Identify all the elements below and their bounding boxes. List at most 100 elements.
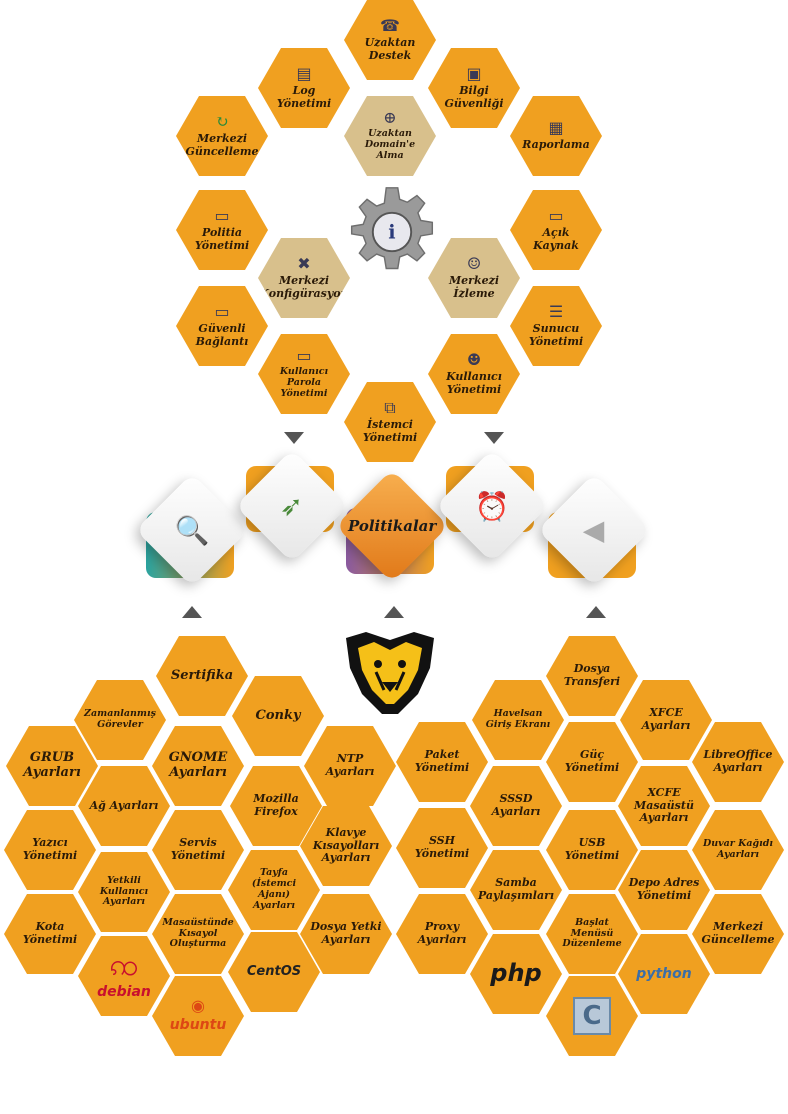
merkezi-guncelleme-top-label: Merkezi Güncelleme — [185, 131, 259, 158]
rocket-icon: ➶ — [280, 489, 304, 523]
tayfa-hex: Tayfa (İstemci Ajanı) Ayarları — [228, 850, 320, 930]
alarm-clock-icon: ⏰ — [474, 489, 510, 523]
merkezi-konfigurasyon-hex: ✖ Merkezi Konfigürasyon — [258, 238, 350, 318]
kullanici-parola-hex: ▭ Kullanıcı Parola Yönetimi — [258, 334, 350, 414]
politika-yonetimi-label: Politia Yönetimi — [194, 225, 250, 252]
havelsan-hex: Havelsan Giriş Ekranı — [472, 680, 564, 760]
xfce-masaustu-hex: XCFE Masaüstü Ayarları — [618, 766, 710, 846]
istemci-yonetimi-hex: ⧉ İstemci Yönetimi — [344, 382, 436, 462]
uzaktan-domain-hex: ⊕ Uzaktan Domain'e Alma — [344, 96, 436, 176]
merkezi-konfigurasyon-label: Merkezi Konfigürasyon — [259, 273, 349, 300]
log-yonetimi-hex: ▤ Log Yönetimi — [258, 48, 350, 128]
support-agent-icon: ☎ — [380, 15, 400, 35]
guvenli-baglanti-hex: ▭ Güvenli Bağlantı — [176, 286, 268, 366]
merkezi-guncelleme-right-label: Merkezi Güncelleme — [701, 920, 775, 946]
usb-hex: USB Yönetimi — [546, 810, 638, 890]
baslat-label: Başlat Menüsü Düzenleme — [562, 916, 622, 950]
baslat-hex: Başlat Menüsü Düzenleme — [546, 894, 638, 974]
ntp-hex: NTP Ayarları — [304, 726, 396, 806]
www-globe-icon: ⊕ — [383, 108, 397, 128]
havelsan-label: Havelsan Giriş Ekranı — [485, 708, 551, 730]
python-label: python — [636, 965, 692, 982]
sunucu-yonetimi-hex: ☰ Sunucu Yönetimi — [510, 286, 602, 366]
rewind-icon: ◀ — [583, 513, 605, 547]
conky-label: Conky — [255, 707, 301, 723]
search-tile: 🔍 — [135, 473, 249, 587]
clock-tile: ⏰ — [435, 449, 549, 563]
xfce-ayarlari-hex: XFCE Ayarları — [620, 680, 712, 760]
debian-hex: ꩡ debian — [78, 936, 170, 1016]
sertifika-hex: Sertifika — [156, 636, 248, 716]
log-yonetimi-label: Log Yönetimi — [276, 83, 332, 110]
masaustu-kisayol-hex: Masaüstünde Kısayol Oluşturma — [152, 894, 244, 974]
tools-icon: ✖ — [297, 253, 311, 273]
servis-label: Servis Yönetimi — [170, 836, 226, 862]
politikalar-tile: Politikalar — [335, 469, 449, 583]
c-lang-label: C — [573, 997, 611, 1035]
duvar-kagidi-hex: Duvar Kağıdı Ayarları — [692, 810, 784, 890]
users-icon: ☻ — [466, 349, 482, 369]
php-hex: php — [470, 934, 562, 1014]
ubuntu-label: ubuntu — [169, 1017, 227, 1034]
acik-kaynak-hex: ▭ Açık Kaynak — [510, 190, 602, 270]
gear-logo-icon: ℹ — [350, 187, 434, 270]
istemci-yonetimi-label: İstemci Yönetimi — [362, 417, 418, 444]
proxy-hex: Proxy Ayarları — [396, 894, 488, 974]
samba-hex: Samba Paylaşımları — [470, 850, 562, 930]
tayfa-label: Tayfa (İstemci Ajanı) Ayarları — [251, 867, 297, 911]
rocket-tile: ➶ — [235, 449, 349, 563]
usb-label: USB Yönetimi — [564, 836, 620, 862]
secure-monitor-icon: ▭ — [214, 301, 230, 321]
sunucu-yonetimi-label: Sunucu Yönetimi — [528, 321, 584, 348]
arrow-down-right — [484, 432, 504, 444]
politika-yonetimi-hex: ▭ Politia Yönetimi — [176, 190, 268, 270]
yazici-hex: Yazıcı Yönetimi — [4, 810, 96, 890]
conky-hex: Conky — [232, 676, 324, 756]
libreoffice-label: LibreOffice Ayarları — [703, 748, 773, 774]
network-clients-icon: ⧉ — [384, 397, 396, 417]
yazici-label: Yazıcı Yönetimi — [22, 836, 78, 862]
klavye-label: Klavye Kısayolları Ayarları — [312, 826, 380, 865]
gnome-hex: GNOME Ayarları — [152, 726, 244, 806]
arrow-up-right — [586, 606, 606, 618]
ag-label: Ağ Ayarları — [89, 798, 159, 812]
report-icon: ▦ — [548, 118, 564, 138]
centos-label: CentOS — [246, 963, 302, 979]
zamanlanmis-hex: Zamanlanmış Görevler — [74, 680, 166, 760]
yetkili-label: Yetkili Kullanıcı Ayarları — [99, 874, 149, 908]
servis-hex: Servis Yönetimi — [152, 810, 244, 890]
sssd-label: SSSD Ayarları — [491, 792, 541, 818]
debian-swirl-icon: ꩡ — [109, 948, 139, 984]
acik-kaynak-label: Açık Kaynak — [533, 225, 579, 252]
uzaktan-destek-hex: ☎ Uzaktan Destek — [344, 0, 436, 80]
server-icon: ☰ — [548, 301, 564, 321]
merkezi-izleme-label: Merkezi İzleme — [448, 273, 499, 300]
yetkili-hex: Yetkili Kullanıcı Ayarları — [78, 852, 170, 932]
mozilla-label: Mozilla Firefox — [253, 792, 299, 818]
kullanici-parola-label: Kullanıcı Parola Yönetimi — [279, 366, 329, 399]
xfce-masaustu-label: XCFE Masaüstü Ayarları — [634, 786, 694, 825]
merkezi-izleme-hex: ☺ Merkezi İzleme — [428, 238, 520, 318]
gnome-label: GNOME Ayarları — [168, 750, 228, 780]
browser-window-icon: ▭ — [214, 205, 230, 225]
samba-label: Samba Paylaşımları — [477, 876, 555, 902]
python-hex: python — [618, 934, 710, 1014]
back-tile: ◀ — [537, 473, 651, 587]
depo-hex: Depo Adres Yönetimi — [618, 850, 710, 930]
monitor-code-icon: ▭ — [548, 205, 564, 225]
sertifika-label: Sertifika — [170, 667, 234, 683]
kota-hex: Kota Yönetimi — [4, 894, 96, 974]
arrow-up-left — [182, 606, 202, 618]
ssh-label: SSH Yönetimi — [414, 834, 470, 860]
masaustu-kisayol-label: Masaüstünde Kısayol Oluşturma — [162, 916, 234, 950]
uzaktan-destek-label: Uzaktan Destek — [364, 35, 416, 62]
raporlama-hex: ▦ Raporlama — [510, 96, 602, 176]
ubuntu-circle-icon: ◉ — [191, 996, 205, 1016]
merkezi-guncelleme-top-hex: ↻ Merkezi Güncelleme — [176, 96, 268, 176]
dosya-transferi-hex: Dosya Transferi — [546, 636, 638, 716]
debian-label: debian — [97, 984, 151, 1001]
kota-label: Kota Yönetimi — [22, 920, 78, 946]
bilgi-guvenligi-hex: ▣ Bilgi Güvenliği — [428, 48, 520, 128]
c-lang-hex: C — [546, 976, 638, 1056]
duvar-kagidi-label: Duvar Kağıdı Ayarları — [702, 838, 774, 860]
